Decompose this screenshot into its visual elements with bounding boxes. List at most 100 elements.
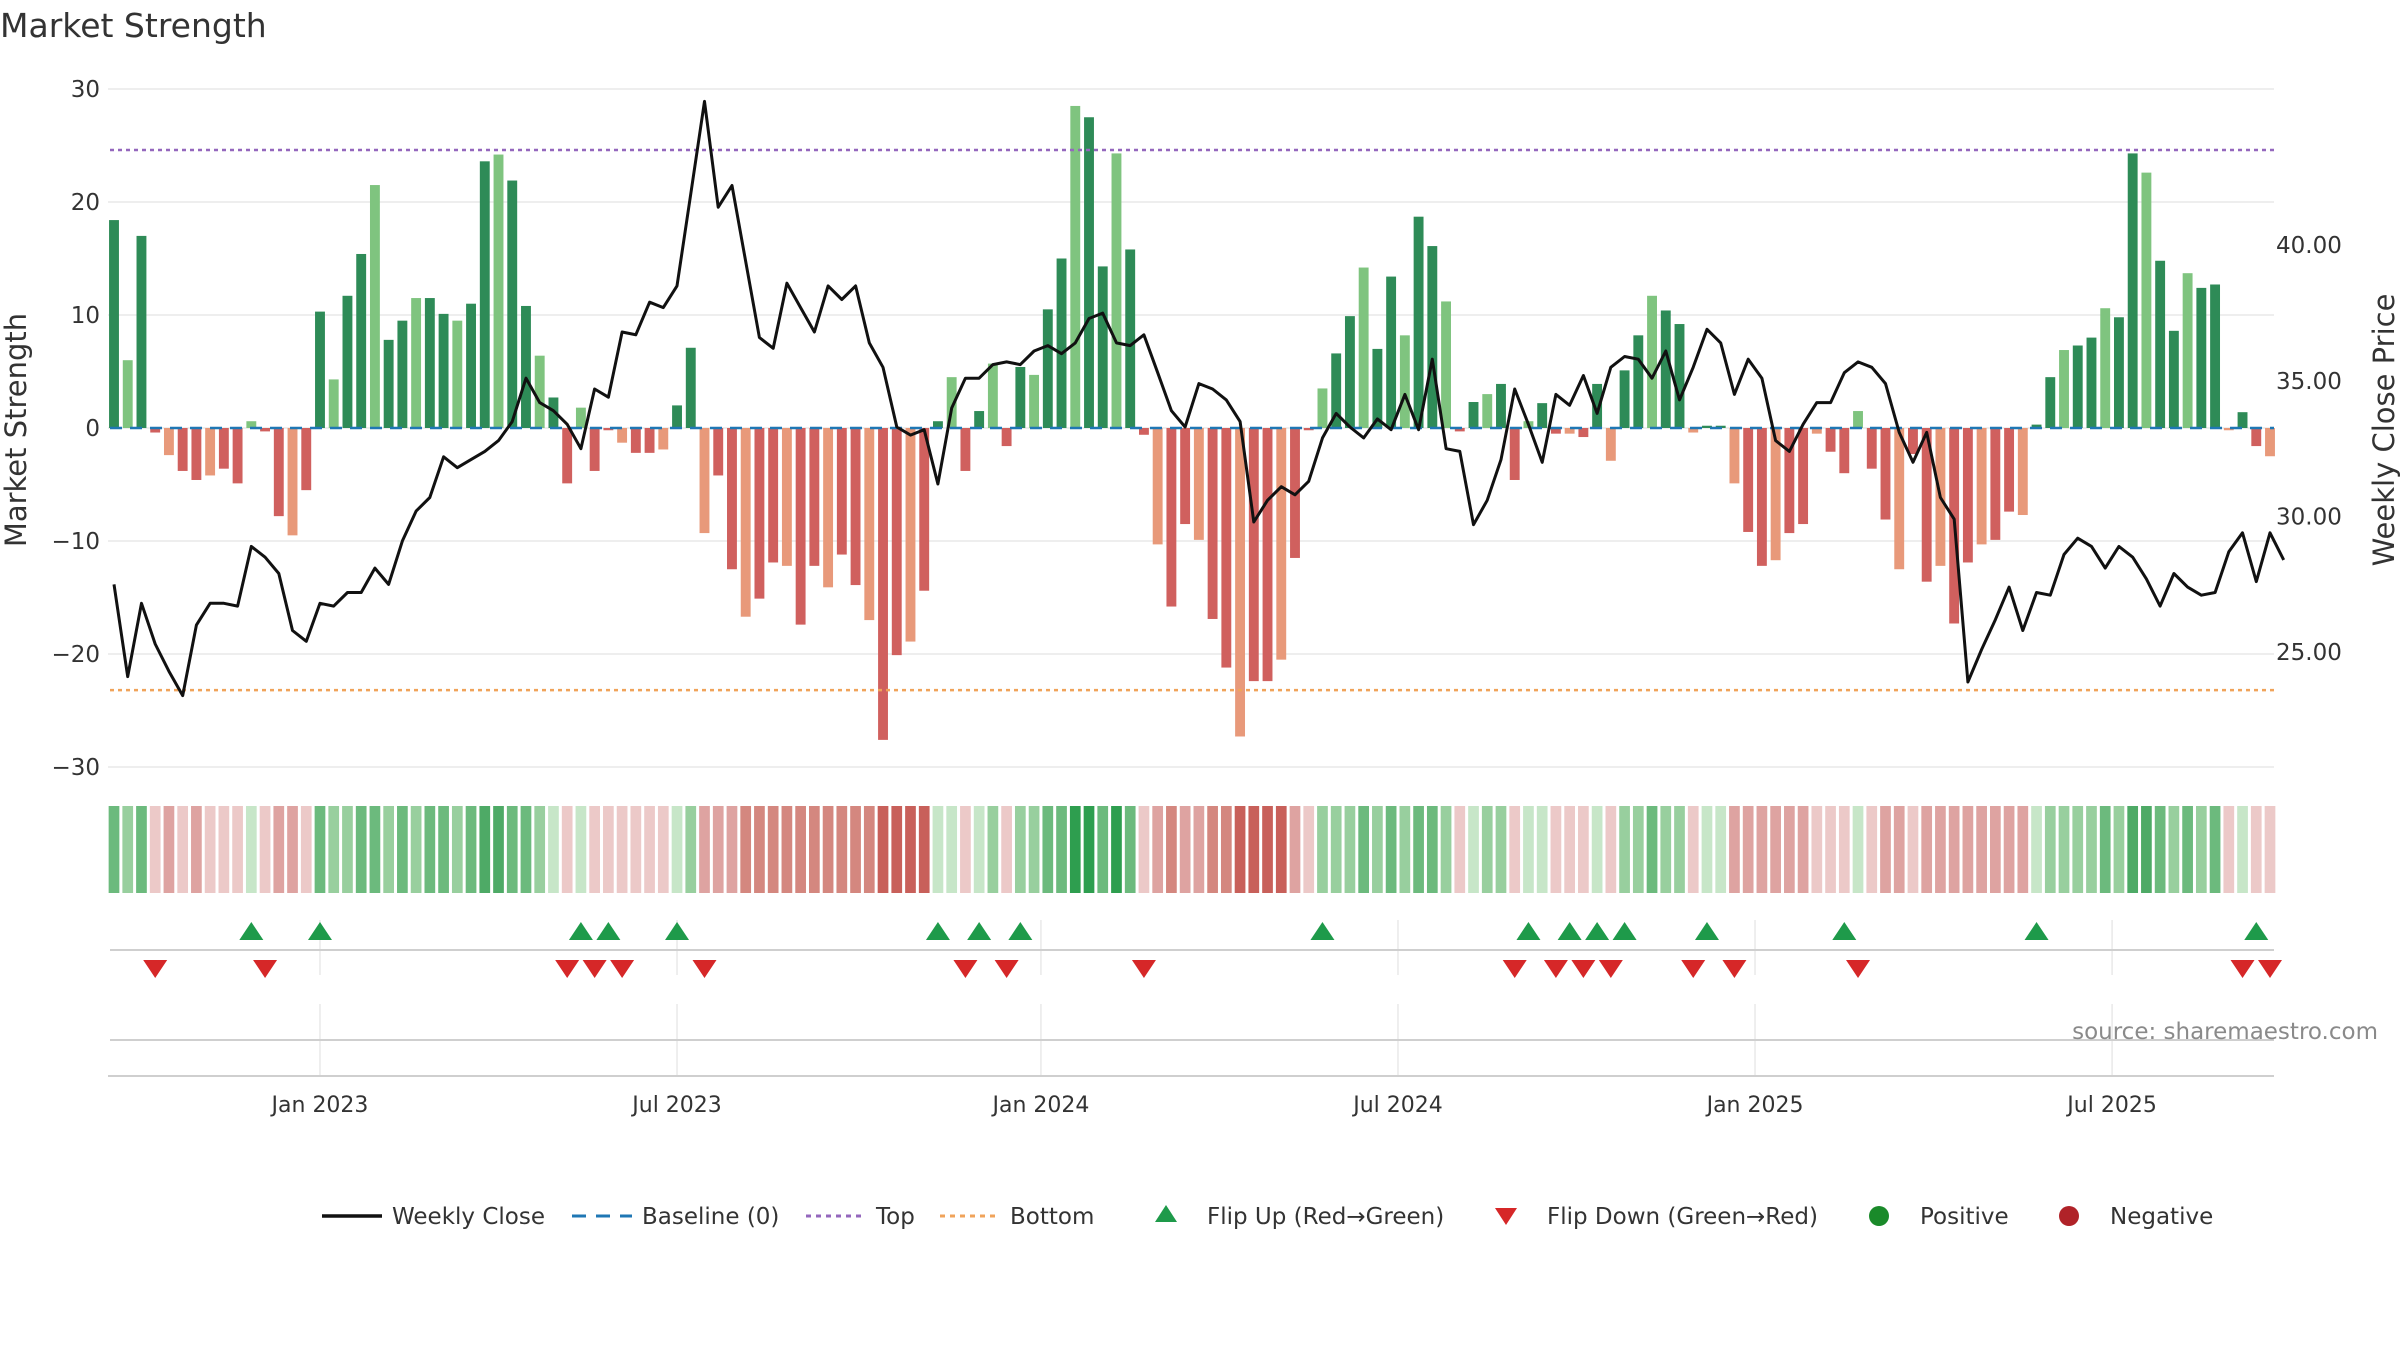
strength-bar-negative	[1001, 428, 1012, 447]
band-cell-positive	[465, 806, 477, 893]
strength-bar-positive	[1386, 276, 1397, 428]
band-cell-positive	[2099, 806, 2111, 893]
weekly-close-line	[112, 99, 2286, 698]
flip-up-marker	[568, 922, 593, 940]
strength-bar-negative	[205, 428, 216, 476]
strength-bar-negative	[1976, 428, 1987, 545]
strength-bar-positive	[1496, 383, 1506, 428]
strength-bar-negative	[1839, 428, 1850, 474]
band-cell-positive	[108, 806, 120, 893]
legend-label: Bottom	[1010, 1204, 1094, 1230]
strength-bar-positive	[493, 154, 504, 429]
strength-bar-negative	[177, 428, 188, 471]
strength-bar-negative	[1550, 428, 1561, 434]
band-cell-negative	[2223, 806, 2235, 893]
band-cell-negative	[2264, 806, 2276, 893]
band-cell-negative	[1976, 806, 1987, 893]
legend-label: Negative	[2110, 1204, 2213, 1230]
band-cell-negative	[1220, 806, 1232, 893]
band-cell-negative	[191, 806, 202, 893]
strength-bar-positive	[1592, 383, 1603, 428]
legend-label: Top	[875, 1204, 915, 1230]
strength-bar-negative	[699, 428, 710, 534]
source-note: source: sharemaestro.com	[2072, 1019, 2378, 1045]
strength-bar-positive	[369, 185, 380, 428]
band-cell-positive	[2086, 806, 2097, 893]
flip-down-marker	[1681, 960, 1706, 978]
strength-bar-positive	[1427, 246, 1438, 428]
strength-bar-positive	[246, 421, 257, 428]
band-cell-negative	[1907, 806, 1919, 893]
chart-title: Market Strength	[0, 6, 267, 45]
band-cell-negative	[740, 806, 752, 893]
legend-item: Positive	[1869, 1204, 2009, 1230]
strength-bar-positive	[2100, 308, 2111, 428]
strength-bar-positive	[1660, 310, 1671, 428]
band-cell-negative	[1166, 806, 1177, 893]
band-cell-positive	[1646, 806, 1658, 893]
band-cell-negative	[712, 806, 724, 893]
band-cell-positive	[1344, 806, 1356, 893]
legend-label: Weekly Close	[392, 1204, 545, 1230]
band-cell-positive	[314, 806, 326, 893]
strength-bar-negative	[1262, 428, 1273, 682]
strength-bar-positive	[397, 320, 408, 428]
strength-bar-negative	[1276, 428, 1287, 660]
band-cell-positive	[2113, 806, 2125, 893]
band-cell-positive	[1014, 806, 1026, 893]
flip-down-marker	[2230, 960, 2255, 978]
band-cell-positive	[520, 806, 532, 893]
strength-bar-negative	[1798, 428, 1809, 525]
strength-bar-negative	[1688, 428, 1699, 433]
band-cell-negative	[1756, 806, 1768, 893]
band-cell-negative	[1797, 806, 1809, 893]
strength-bar-negative	[1743, 428, 1754, 532]
strength-bar-negative	[562, 428, 573, 484]
band-cell-positive	[1715, 806, 1727, 893]
strength-bar-positive	[2113, 317, 2124, 428]
strength-bar-negative	[260, 428, 271, 432]
band-cell-negative	[1605, 806, 1617, 893]
x-tick-label: Jul 2024	[1351, 1093, 1443, 1118]
strength-bar-positive	[479, 161, 490, 428]
strength-bar-positive	[2237, 412, 2248, 428]
strength-bar-negative	[2251, 428, 2262, 447]
band-cell-positive	[342, 806, 353, 893]
strength-bar-positive	[2182, 273, 2193, 428]
strength-bar-negative	[1235, 428, 1246, 737]
strength-bar-positive	[466, 303, 476, 428]
legend-item: Bottom	[940, 1204, 1094, 1230]
y-right-tick-label: 25.00	[2276, 640, 2342, 666]
strength-bar-positive	[411, 298, 422, 428]
strength-bar-negative	[809, 428, 820, 566]
band-cell-positive	[1523, 806, 1534, 893]
band-cell-negative	[726, 806, 738, 893]
legend-item: Baseline (0)	[572, 1204, 779, 1230]
band-cell-negative	[1564, 806, 1575, 893]
strength-bar-positive	[1344, 316, 1355, 428]
flip-up-marker	[1557, 922, 1582, 940]
y-left-tick-label: −20	[51, 642, 100, 668]
strength-bar-negative	[287, 428, 298, 536]
strength-bar-positive	[575, 407, 586, 428]
strength-bar-negative	[1303, 428, 1314, 431]
band-cell-negative	[1179, 806, 1191, 893]
flip-down-marker	[253, 960, 278, 978]
band-cell-positive	[932, 806, 944, 893]
strength-bar-negative	[1825, 428, 1836, 452]
y-left-tick-label: 0	[85, 416, 100, 442]
band-cell-negative	[204, 806, 216, 893]
strength-bar-negative	[301, 428, 312, 491]
flip-down-marker	[610, 960, 635, 978]
strength-bar-positive	[1317, 388, 1328, 428]
band-cell-positive	[1468, 806, 1479, 893]
strength-bar-negative	[617, 428, 628, 443]
band-cell-positive	[438, 806, 449, 893]
band-cell-negative	[1138, 806, 1150, 893]
y-right-tick-label: 40.00	[2276, 233, 2342, 259]
flip-down-marker	[1543, 960, 1568, 978]
strength-bar-positive	[136, 235, 147, 428]
strength-bar-positive	[2072, 345, 2083, 428]
band-cell-positive	[122, 806, 134, 893]
band-cell-negative	[589, 806, 600, 893]
